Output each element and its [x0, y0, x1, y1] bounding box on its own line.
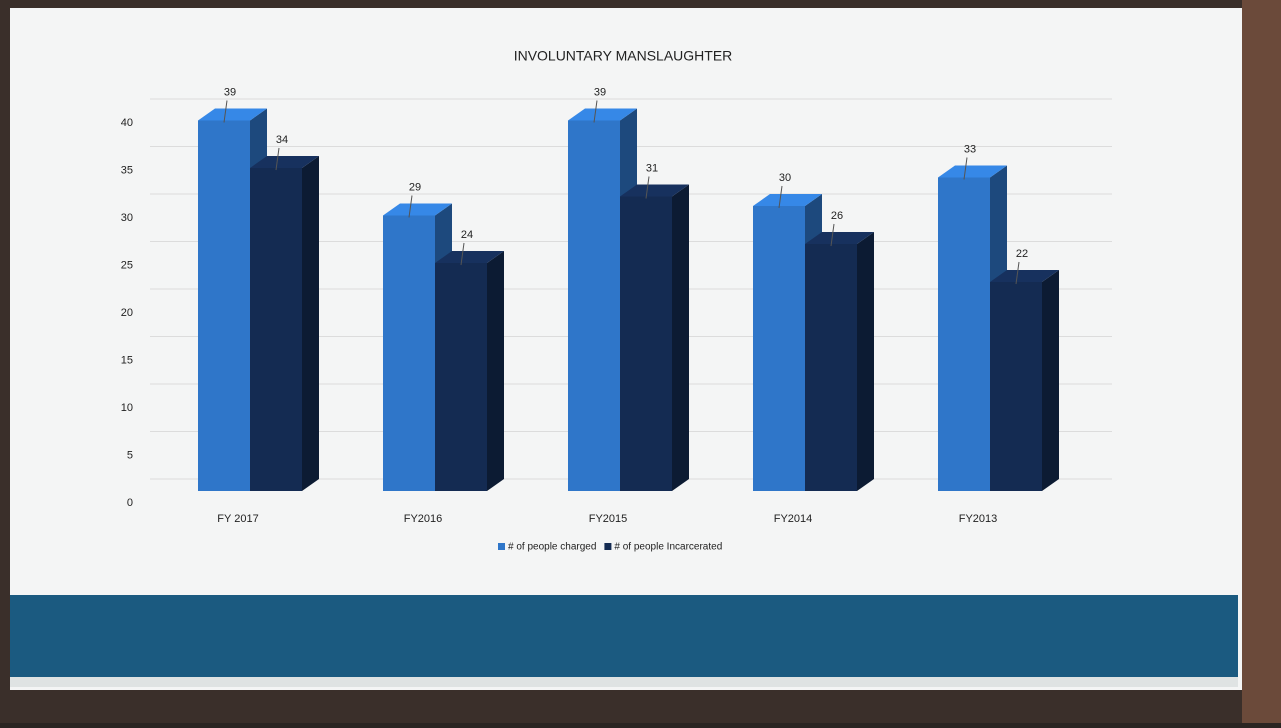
value-label: 39: [224, 86, 236, 98]
bar-front: [250, 168, 302, 491]
screen: INVOLUNTARY MANSLAUGHTER 0 5 10 15 20 25 30 35 4…: [0, 0, 1281, 723]
legend-label: # of people Incarcerated: [614, 542, 722, 553]
value-label: 26: [831, 210, 843, 222]
chart-title: INVOLUNTARY MANSLAUGHTER: [514, 48, 733, 64]
y-tick-label: 30: [121, 212, 133, 224]
legend-swatch: [498, 543, 505, 550]
bar-front: [383, 216, 435, 492]
value-label: 30: [779, 172, 791, 184]
y-tick-label: 15: [121, 354, 133, 366]
x-tick-label: FY2013: [959, 513, 998, 525]
slide-band: [10, 595, 1238, 677]
value-label: 39: [594, 86, 606, 98]
bar-front: [198, 121, 250, 492]
brick-wall: [1242, 0, 1281, 723]
y-tick-label: 40: [121, 117, 133, 129]
value-label: 29: [409, 181, 421, 193]
bar-side: [302, 156, 319, 491]
bar-side: [487, 251, 504, 491]
value-label: 31: [646, 162, 658, 174]
x-tick-label: FY2016: [404, 513, 443, 525]
bar-front: [568, 121, 620, 492]
bar: [990, 270, 1059, 491]
y-tick-label: 10: [121, 402, 133, 414]
legend-swatch: [604, 543, 611, 550]
bar-front: [805, 244, 857, 491]
legend-label: # of people charged: [508, 542, 596, 553]
value-label: 22: [1016, 248, 1028, 260]
y-tick-label: 20: [121, 307, 133, 319]
bar: [620, 185, 689, 492]
bar: [250, 156, 319, 491]
y-tick-label: 5: [127, 449, 133, 461]
bar-front: [435, 263, 487, 491]
bar-front: [620, 197, 672, 492]
y-tick-label: 0: [127, 497, 133, 509]
x-tick-label: FY2015: [589, 513, 628, 525]
bar-side: [1042, 270, 1059, 491]
value-label: 24: [461, 229, 473, 241]
bar-front: [990, 282, 1042, 491]
x-tick-label: FY2014: [774, 513, 813, 525]
x-tick-label: FY 2017: [217, 513, 258, 525]
value-label: 34: [276, 134, 288, 146]
slide-footer: [10, 677, 1238, 687]
bar: [435, 251, 504, 491]
bar-front: [753, 206, 805, 491]
value-label: 33: [964, 143, 976, 155]
bar: [805, 232, 874, 491]
bar-side: [672, 185, 689, 492]
y-tick-label: 35: [121, 164, 133, 176]
bar-front: [938, 178, 990, 492]
y-tick-label: 25: [121, 259, 133, 271]
bar-side: [857, 232, 874, 491]
